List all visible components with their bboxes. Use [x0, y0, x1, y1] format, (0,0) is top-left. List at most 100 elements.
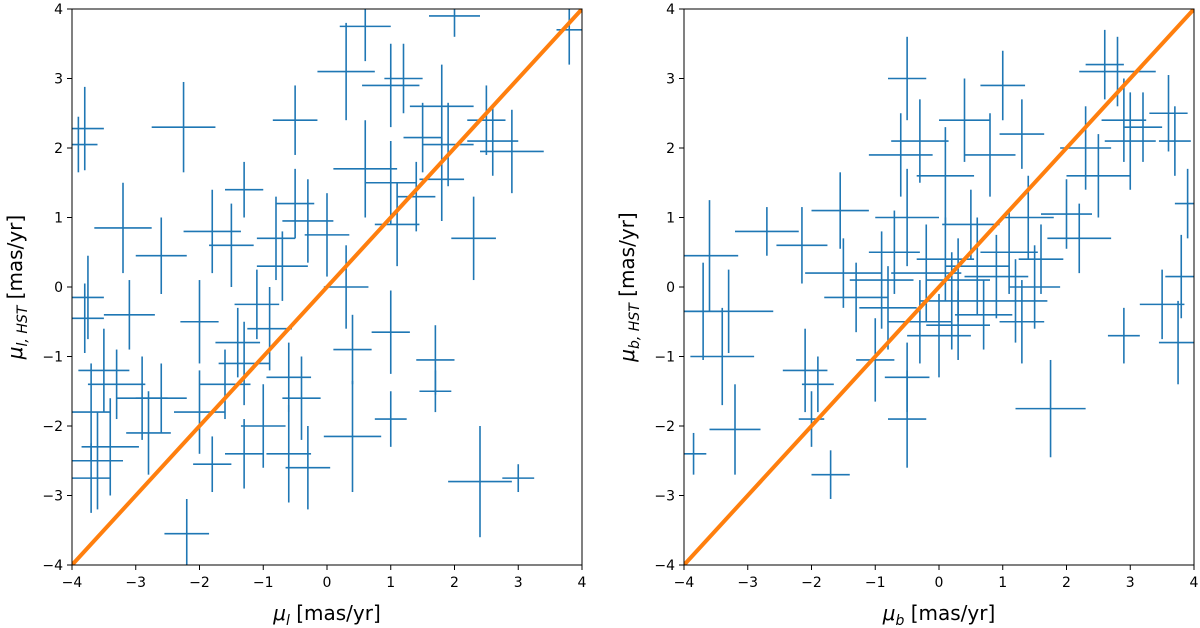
errorbar-point — [1149, 75, 1188, 152]
errorbar-point — [234, 269, 280, 340]
errorbar-point — [980, 210, 1038, 294]
errorbar-point — [419, 370, 452, 413]
errorbar-point — [174, 370, 225, 454]
y-tick-label: −2 — [42, 419, 63, 435]
y-tick-label: 4 — [54, 2, 63, 18]
x-tick-label: −2 — [189, 575, 210, 591]
errorbar-point — [151, 81, 216, 173]
errorbar-point — [78, 328, 130, 413]
errorbar-point — [919, 252, 984, 350]
y-tick-label: −1 — [42, 350, 63, 366]
errorbar-point — [247, 287, 292, 371]
errorbar-point — [999, 280, 1045, 364]
errorbar-point — [317, 22, 375, 121]
errorbar-point — [980, 50, 1026, 121]
errorbar-point — [1009, 245, 1061, 329]
x-tick-label: −4 — [62, 575, 83, 591]
errorbar-point — [1139, 269, 1185, 340]
errorbar-point — [480, 109, 544, 194]
errorbar-point — [209, 203, 254, 287]
errorbar-point — [776, 207, 828, 284]
errorbar-point — [266, 405, 312, 503]
errorbar-point — [451, 196, 496, 281]
errorbar-point — [422, 102, 474, 187]
x-axis-label: μl [mas/yr] — [272, 601, 381, 628]
y-tick-label: 3 — [666, 72, 675, 88]
errorbar-point — [218, 321, 270, 406]
plot-area — [72, 9, 582, 565]
errorbar-point — [193, 436, 232, 493]
y-tick-label: 1 — [666, 211, 675, 227]
y-tick-label: −1 — [654, 350, 675, 366]
errorbar-point — [429, 9, 480, 37]
errorbar-point — [735, 207, 799, 256]
errorbar-point — [1018, 224, 1064, 294]
plot-area — [684, 9, 1194, 565]
errorbar-point — [999, 99, 1045, 169]
errorbar-point — [1158, 300, 1194, 385]
errorbar-point — [272, 85, 318, 155]
errorbar-point — [1041, 179, 1092, 249]
errorbar-point — [409, 64, 474, 148]
errorbar-point — [1047, 203, 1112, 274]
errorbar-point — [285, 426, 331, 510]
errorbar-point — [926, 290, 990, 360]
y-axis-label: μb, HST [mas/yr] — [615, 212, 643, 362]
x-tick-label: −3 — [125, 575, 146, 591]
errorbar-point — [282, 179, 334, 263]
errorbar-point — [126, 391, 171, 475]
errorbar-point — [72, 86, 104, 171]
x-axis-label: μb [mas/yr] — [882, 601, 996, 628]
errorbar-point — [87, 349, 146, 420]
errorbar-point — [888, 280, 952, 364]
identity-line — [72, 9, 582, 565]
errorbar-point — [72, 116, 98, 173]
errorbar-point — [907, 293, 971, 378]
errorbar-point — [323, 245, 369, 329]
errorbar-point — [266, 342, 312, 413]
errorbar-point — [467, 106, 519, 176]
errorbar-point — [684, 269, 774, 354]
errorbar-point — [72, 412, 123, 510]
x-tick-label: −1 — [865, 575, 886, 591]
errorbar-point — [801, 356, 834, 413]
errorbar-point — [1174, 168, 1194, 239]
y-tick-label: 3 — [54, 72, 63, 88]
errorbar-point — [684, 432, 707, 475]
errorbar-point — [1101, 78, 1147, 162]
errorbar-point — [240, 384, 286, 468]
errorbar-point — [782, 328, 828, 413]
x-tick-label: 3 — [514, 575, 523, 591]
x-tick-label: 2 — [1062, 575, 1071, 591]
y-tick-label: 4 — [666, 2, 675, 18]
errorbar-point — [888, 36, 927, 121]
errorbar-point — [135, 217, 187, 294]
y-tick-label: 0 — [54, 280, 63, 296]
x-tick-label: 4 — [578, 575, 587, 591]
y-tick-label: 1 — [54, 211, 63, 227]
errorbar-point — [215, 307, 261, 378]
errorbar-point — [339, 9, 391, 62]
errorbar-point — [811, 172, 869, 249]
errorbar-point — [183, 189, 241, 274]
errorbar-point — [502, 464, 535, 493]
y-tick-label: 2 — [54, 141, 63, 157]
errorbar-point — [362, 43, 420, 128]
errorbar-point — [1158, 106, 1191, 176]
errorbar-point — [397, 161, 436, 232]
x-tick-label: −3 — [737, 575, 758, 591]
errorbar-point — [135, 363, 187, 433]
y-tick-label: 0 — [666, 280, 675, 296]
errorbar-point — [690, 307, 755, 406]
errorbar-point — [856, 318, 895, 402]
errorbar-point — [939, 78, 990, 162]
y-tick-label: −3 — [654, 489, 675, 505]
x-tick-label: 1 — [998, 575, 1007, 591]
x-tick-label: 2 — [450, 575, 459, 591]
x-tick-label: −1 — [253, 575, 274, 591]
errorbar-point — [859, 266, 917, 350]
chart-panel-proper-motion-b: −4 −3 −2 −1 0 1 2 3 4 −4 −3 −2 −1 0 1 2 3 4 μb [mas/yr] μb,… — [615, 2, 1199, 628]
errorbar-point — [384, 43, 423, 114]
errorbar-point — [1079, 36, 1156, 107]
